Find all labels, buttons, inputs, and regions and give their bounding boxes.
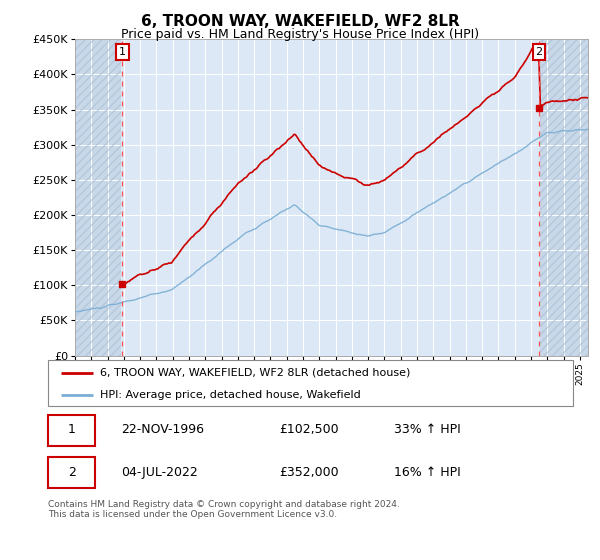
- Text: HPI: Average price, detached house, Wakefield: HPI: Average price, detached house, Wake…: [101, 390, 361, 399]
- Text: 2: 2: [68, 465, 76, 479]
- FancyBboxPatch shape: [48, 457, 95, 488]
- Text: Price paid vs. HM Land Registry's House Price Index (HPI): Price paid vs. HM Land Registry's House …: [121, 28, 479, 41]
- FancyBboxPatch shape: [48, 415, 95, 446]
- Text: 1: 1: [119, 47, 126, 57]
- Text: 16% ↑ HPI: 16% ↑ HPI: [395, 465, 461, 479]
- Text: Contains HM Land Registry data © Crown copyright and database right 2024.
This d: Contains HM Land Registry data © Crown c…: [48, 500, 400, 519]
- Text: £102,500: £102,500: [279, 423, 338, 436]
- Text: 2: 2: [536, 47, 543, 57]
- Text: £352,000: £352,000: [279, 465, 338, 479]
- Text: 1: 1: [68, 423, 76, 436]
- Text: 6, TROON WAY, WAKEFIELD, WF2 8LR (detached house): 6, TROON WAY, WAKEFIELD, WF2 8LR (detach…: [101, 368, 411, 378]
- Text: 04-JUL-2022: 04-JUL-2022: [121, 465, 198, 479]
- Text: 33% ↑ HPI: 33% ↑ HPI: [395, 423, 461, 436]
- Text: 6, TROON WAY, WAKEFIELD, WF2 8LR: 6, TROON WAY, WAKEFIELD, WF2 8LR: [140, 14, 460, 29]
- Text: 22-NOV-1996: 22-NOV-1996: [121, 423, 205, 436]
